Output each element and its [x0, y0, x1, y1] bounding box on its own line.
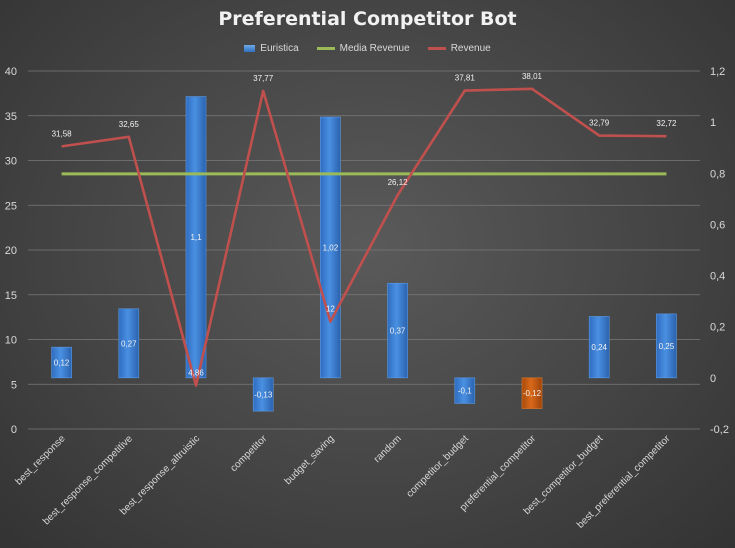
line-series: [61, 87, 667, 387]
bar-data-label: 0,12: [54, 359, 70, 368]
revenue-data-label: 12: [326, 305, 335, 314]
y-left-tick-label: 10: [5, 335, 17, 347]
y-left-tick-label: 5: [11, 379, 17, 391]
x-category-label: preferential_competitor: [458, 433, 539, 514]
bar-data-label: 0,27: [121, 339, 137, 348]
bar-data-label: 0,25: [659, 342, 675, 351]
y-right-tick-label: 1,2: [710, 66, 725, 78]
bar-data-label: 1,1: [190, 233, 202, 242]
bar: [656, 313, 677, 379]
revenue-data-label: 32,65: [119, 120, 140, 129]
x-category-label: budget_saving: [283, 433, 337, 487]
legend-item-revenue: Revenue: [427, 43, 491, 54]
y-right-tick-label: 0,6: [710, 219, 725, 231]
bar: [118, 308, 140, 379]
y-left-tick-label: 40: [5, 66, 17, 78]
bar-data-label: 1,02: [323, 243, 339, 252]
y-right-tick-label: 0,4: [710, 271, 725, 283]
bar: [51, 346, 72, 379]
bar-data-label: -0,1: [458, 387, 472, 396]
revenue-data-label: 32,72: [656, 119, 677, 128]
bar-data-label: -0,13: [254, 390, 273, 399]
legend-item-euristica: Euristica: [244, 43, 299, 54]
bar: [252, 377, 274, 412]
y-left-tick-label: 15: [5, 290, 17, 302]
y-right-tick-label: 0,8: [710, 168, 725, 180]
data-labels: 0,12 0,27 1,1 -0,13 1,02 0,37 -0,1 -0,12 0,24 0,2…: [52, 72, 677, 400]
revenue-data-label: 4,86: [188, 369, 204, 378]
bar-series: [51, 96, 677, 412]
y-right-tick-label: 0: [710, 373, 716, 385]
legend-label-euristica: Euristica: [260, 43, 299, 54]
bar-data-label: 0,37: [390, 327, 406, 336]
bar-data-label: -0,12: [523, 389, 542, 398]
chart-title: Preferential Competitor Bot: [218, 8, 517, 30]
legend-label-media-revenue: Media Revenue: [339, 43, 410, 54]
bar: [588, 316, 610, 379]
y-right-tick-label: -0,2: [710, 424, 729, 436]
gridlines: [28, 70, 700, 430]
y-left-tick-label: 35: [5, 111, 17, 123]
bar-data-label: 0,24: [591, 343, 607, 352]
y-left-tick-label: 30: [5, 156, 17, 168]
revenue-data-label: 37,77: [253, 74, 274, 83]
x-category-label: random: [372, 433, 404, 465]
bar: [387, 282, 408, 379]
legend-swatch-media-revenue: [316, 47, 335, 50]
revenue-data-label: 32,79: [589, 119, 610, 128]
revenue-data-label: 37,81: [455, 74, 476, 83]
bar: [185, 96, 207, 379]
bar: [454, 377, 476, 404]
x-category-label: competitor: [229, 433, 270, 474]
y-right-tick-label: 0,2: [710, 322, 725, 334]
revenue-data-label: 31,58: [52, 129, 73, 138]
legend: Euristica Media Revenue Revenue: [0, 43, 735, 54]
y-left-tick-label: 0: [11, 424, 17, 436]
x-category-label: competitor_budget: [405, 433, 472, 500]
legend-swatch-euristica: [244, 45, 256, 52]
legend-swatch-revenue: [427, 47, 446, 50]
y-left-tick-label: 25: [5, 200, 17, 212]
bar: [521, 377, 543, 409]
legend-item-media-revenue: Media Revenue: [316, 43, 410, 54]
legend-label-revenue: Revenue: [450, 43, 491, 54]
revenue-data-label: 38,01: [522, 72, 543, 81]
y-right-tick-label: 1: [710, 117, 716, 129]
revenue-line: [61, 87, 667, 387]
x-category-label: best_response_altruistic: [118, 433, 202, 517]
y-left-tick-label: 20: [5, 245, 17, 257]
revenue-data-label: 26,12: [388, 178, 409, 187]
x-category-label: best_response: [14, 433, 68, 487]
